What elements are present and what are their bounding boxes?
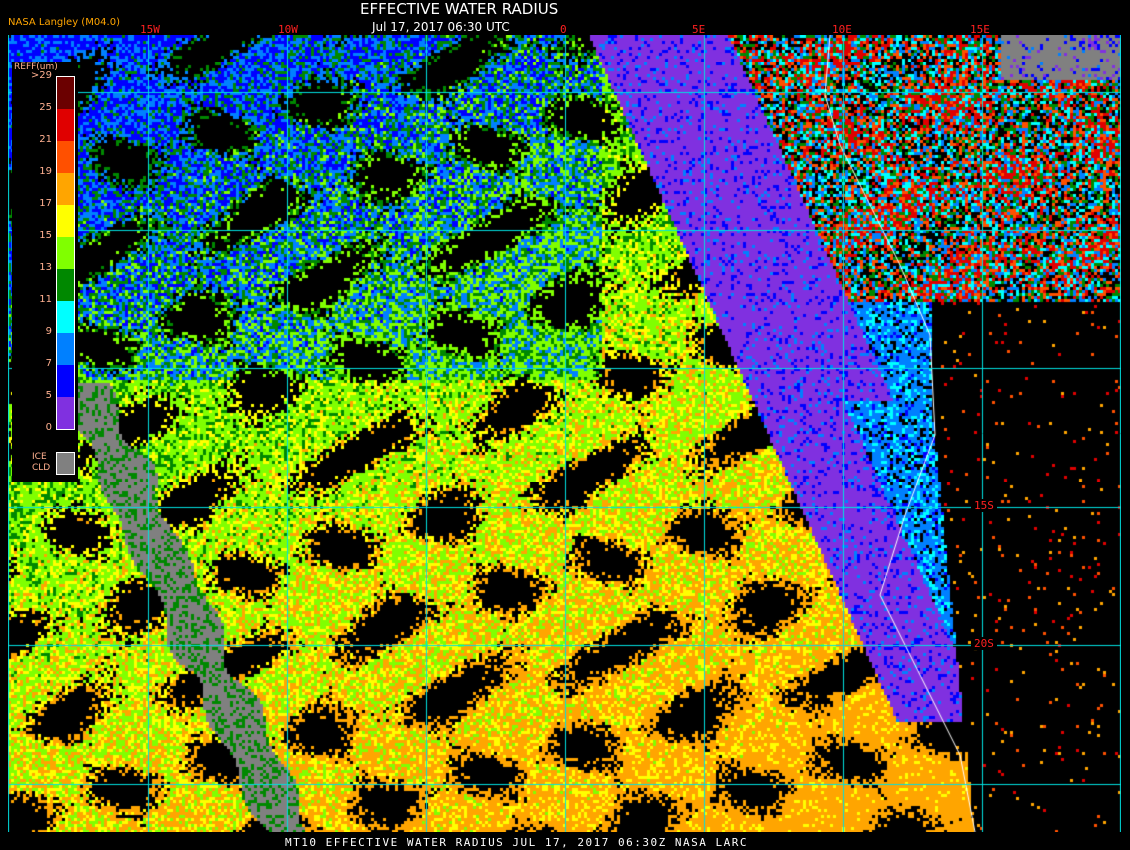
legend-label: 9 [45,326,52,337]
lon-label: 5E [692,23,706,36]
legend-label: 21 [39,134,52,145]
lon-label: 10W [278,23,298,36]
legend-swatch [57,109,74,141]
ice-label: CLD [32,463,51,473]
legend-swatch [57,205,74,237]
legend-swatch [57,77,74,109]
map-title: EFFECTIVE WATER RADIUS [360,0,559,18]
legend-swatch [57,237,74,269]
legend-swatch [57,173,74,205]
legend-label: 19 [39,166,52,177]
legend-swatch [57,269,74,301]
legend-label: 5 [45,390,52,401]
lat-label: 20S [971,637,997,650]
footer-caption: MT10 EFFECTIVE WATER RADIUS JUL 17, 2017… [285,836,748,849]
effective-radius-map [8,35,1121,832]
ice-label: ICE [32,452,47,462]
lon-label: 15W [140,23,160,36]
legend-label: 15 [39,230,52,241]
legend-label: >29 [30,70,52,81]
lon-label: 0 [560,23,567,36]
legend-swatch [57,365,74,397]
ice-cloud-swatch [56,452,75,475]
legend-swatch [57,301,74,333]
legend-label: 7 [45,358,52,369]
legend-swatch [57,141,74,173]
lat-label: 15S [971,499,997,512]
map-timestamp: Jul 17, 2017 06:30 UTC [372,20,510,34]
legend-label: 25 [39,102,52,113]
legend-colorbar [56,76,75,430]
legend-title: REFF(um) [14,62,58,72]
legend-swatch [57,397,74,429]
legend-label: 0 [45,422,52,433]
legend-label: 11 [39,294,52,305]
legend-swatch [57,333,74,365]
lon-label: 10E [832,23,852,36]
legend-label: 13 [39,262,52,273]
credit-label: NASA Langley (M04.0) [8,17,120,28]
color-legend: REFF(um) >29 25 21 19 17 15 13 11 9 7 5 0 ICE CLD [12,62,78,482]
lon-label: 15E [970,23,990,36]
legend-label: 17 [39,198,52,209]
